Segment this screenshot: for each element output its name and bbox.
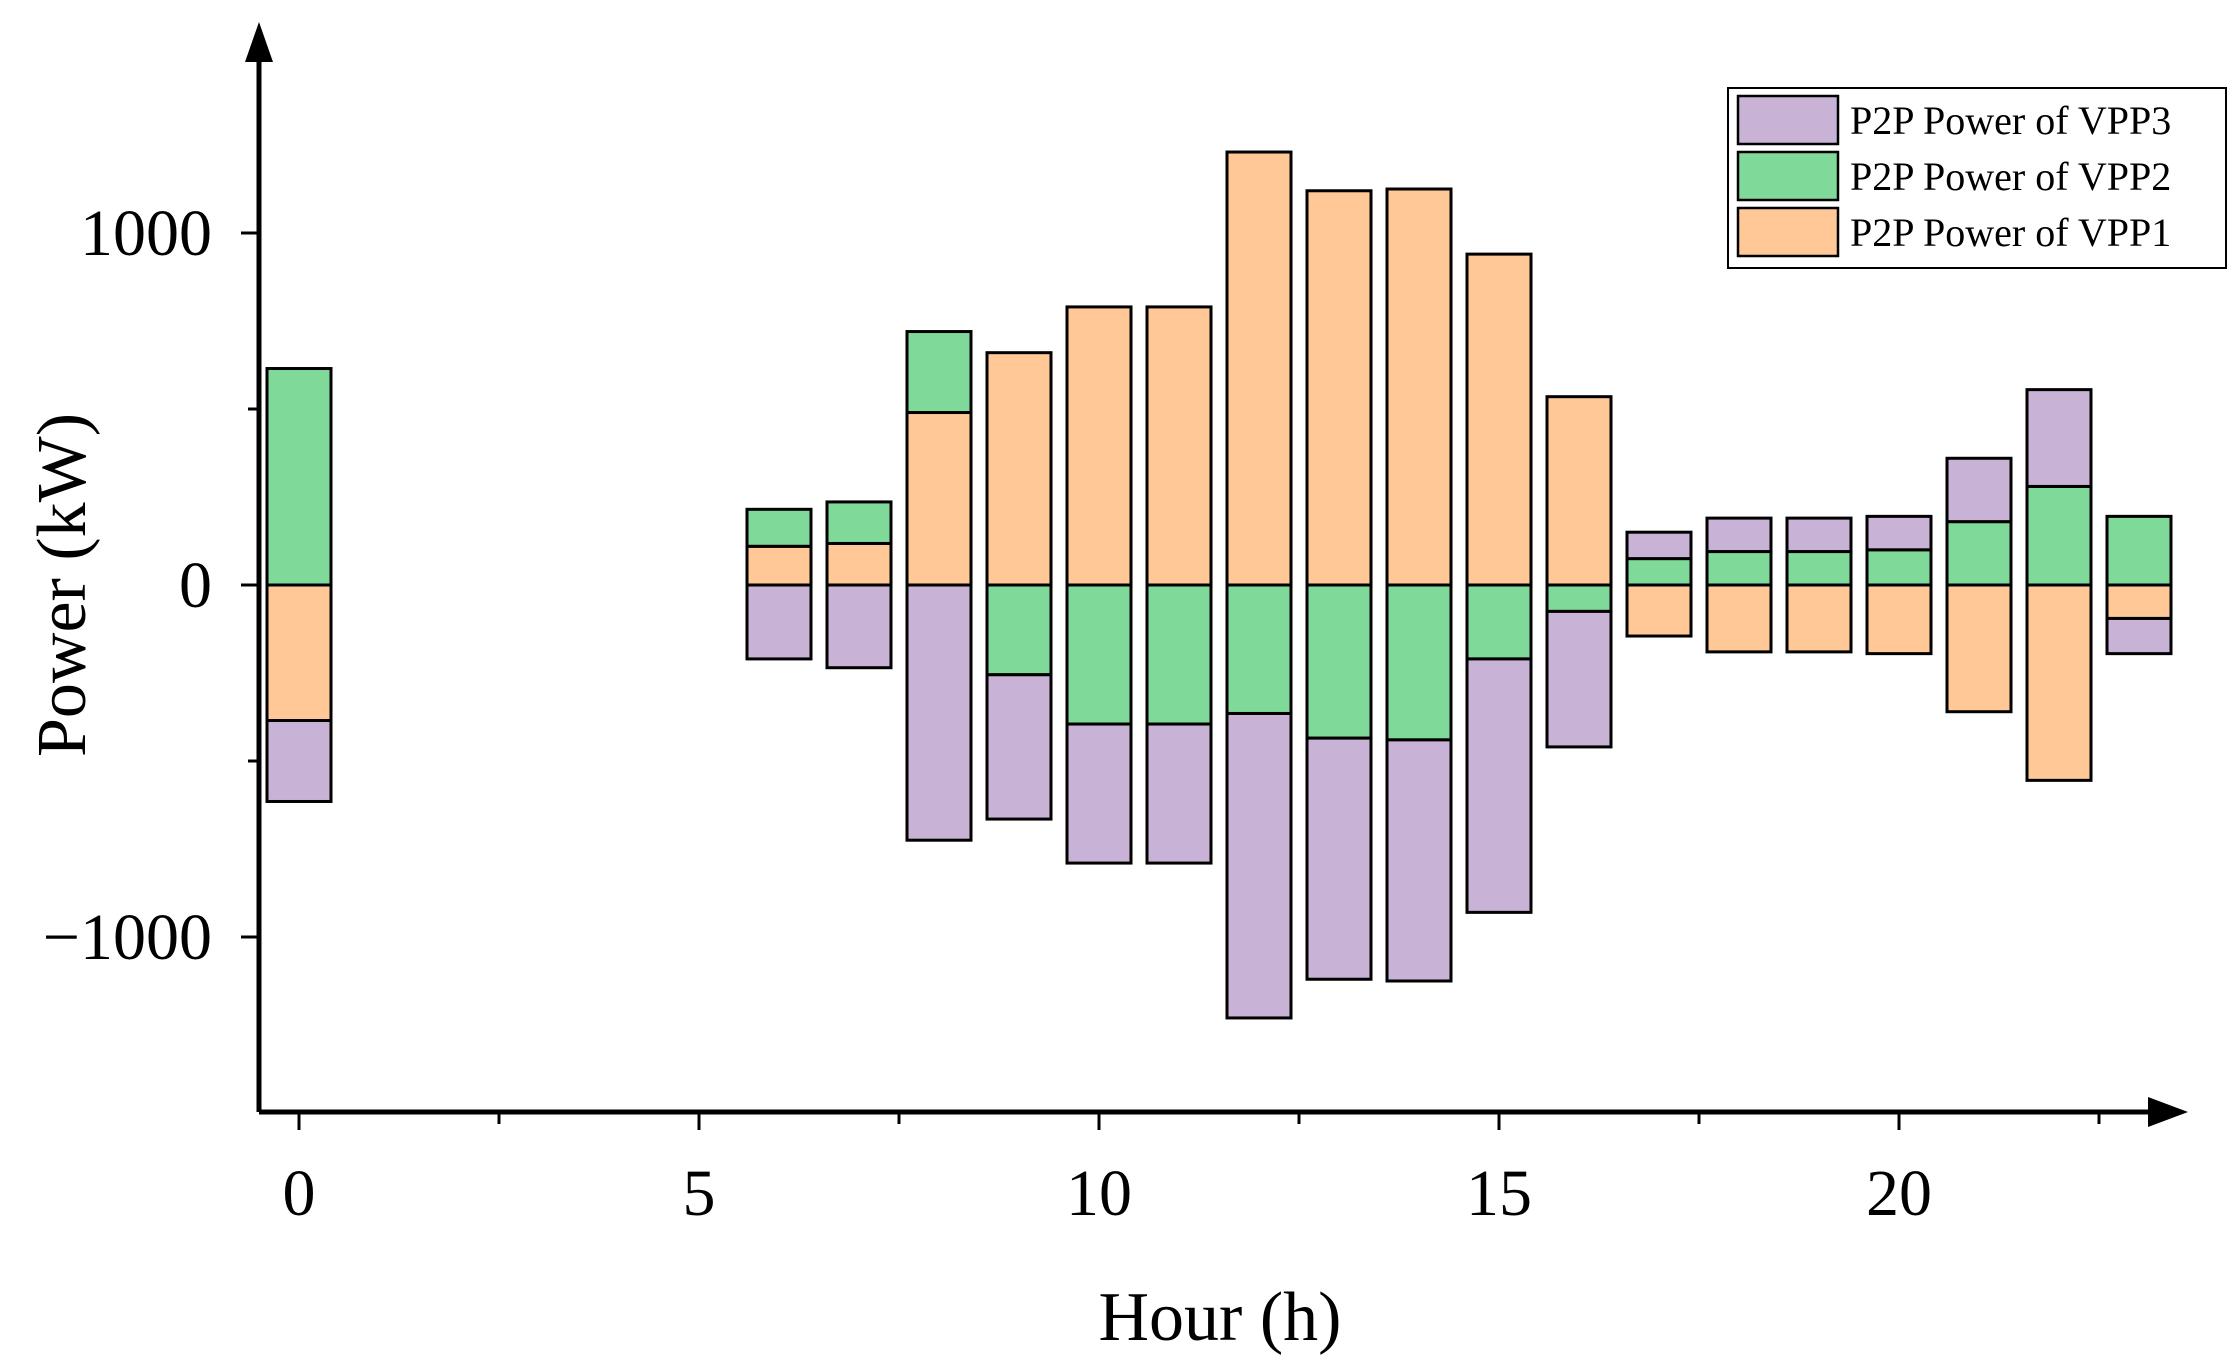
bar-p2p-power-of-vpp3-h8 xyxy=(905,583,973,842)
bar-p2p-power-of-vpp1-h0 xyxy=(265,583,333,723)
bar-p2p-power-of-vpp1-h19 xyxy=(1785,583,1853,654)
x-tick-label: 15 xyxy=(1466,1157,1532,1230)
bar-p2p-power-of-vpp1-h15 xyxy=(1465,252,1533,587)
bar-p2p-power-of-vpp1-h20 xyxy=(1865,583,1933,656)
bars-group xyxy=(265,150,2173,1020)
bar-p2p-power-of-vpp2-h22 xyxy=(2025,484,2093,587)
bar-p2p-power-of-vpp2-h11 xyxy=(1145,583,1213,726)
x-tick-label: 20 xyxy=(1866,1157,1932,1230)
bar-p2p-power-of-vpp1-h13 xyxy=(1305,189,1373,587)
bar-p2p-power-of-vpp1-h14 xyxy=(1385,187,1453,587)
x-axis-title: Hour (h) xyxy=(1099,1279,1342,1356)
bar-p2p-power-of-vpp2-h19 xyxy=(1785,550,1853,587)
legend-label-p2p-power-of-vpp3: P2P Power of VPP3 xyxy=(1850,98,2171,143)
bar-p2p-power-of-vpp2-h14 xyxy=(1385,583,1453,742)
bar-p2p-power-of-vpp1-h11 xyxy=(1145,305,1213,587)
bar-p2p-power-of-vpp1-h18 xyxy=(1705,583,1773,654)
legend: P2P Power of VPP3 P2P Power of VPP2 P2P Po… xyxy=(1727,87,2227,269)
bar-p2p-power-of-vpp3-h0 xyxy=(265,719,333,803)
x-axis-arrow xyxy=(2148,1097,2188,1127)
bar-p2p-power-of-vpp3-h10 xyxy=(1065,722,1133,865)
x-tick-label: 10 xyxy=(1066,1157,1132,1230)
bar-p2p-power-of-vpp3-h9 xyxy=(985,673,1053,821)
legend-swatch-p2p-power-of-vpp1 xyxy=(1736,206,1840,258)
bar-p2p-power-of-vpp2-h21 xyxy=(1945,520,2013,587)
bar-p2p-power-of-vpp3-h22 xyxy=(2025,388,2093,488)
bar-p2p-power-of-vpp2-h10 xyxy=(1065,583,1133,726)
bar-p2p-power-of-vpp3-h17 xyxy=(1625,530,1693,561)
bar-p2p-power-of-vpp1-h22 xyxy=(2025,583,2093,782)
y-axis-arrow xyxy=(245,22,273,62)
legend-label-p2p-power-of-vpp2: P2P Power of VPP2 xyxy=(1850,154,2171,199)
bar-p2p-power-of-vpp2-h7 xyxy=(825,500,893,545)
bar-p2p-power-of-vpp2-h15 xyxy=(1465,583,1533,661)
bar-p2p-power-of-vpp1-h6 xyxy=(745,544,813,587)
bar-p2p-power-of-vpp3-h13 xyxy=(1305,736,1373,981)
y-tick-label: 1000 xyxy=(80,197,212,270)
y-axis-title: Power (kW) xyxy=(24,413,101,757)
legend-swatch-p2p-power-of-vpp2 xyxy=(1736,150,1840,202)
x-tick-label: 0 xyxy=(283,1157,316,1230)
bar-p2p-power-of-vpp3-h16 xyxy=(1545,609,1613,749)
bar-p2p-power-of-vpp2-h6 xyxy=(745,507,813,548)
bar-p2p-power-of-vpp2-h18 xyxy=(1705,550,1773,587)
bar-p2p-power-of-vpp2-h16 xyxy=(1545,583,1613,613)
bar-p2p-power-of-vpp2-h0 xyxy=(265,367,333,587)
bar-p2p-power-of-vpp1-h7 xyxy=(825,541,893,587)
bar-p2p-power-of-vpp3-h19 xyxy=(1785,516,1853,554)
bar-p2p-power-of-vpp3-h15 xyxy=(1465,657,1533,914)
bar-p2p-power-of-vpp1-h21 xyxy=(1945,583,2013,714)
bar-p2p-power-of-vpp3-h21 xyxy=(1945,456,2013,524)
bar-p2p-power-of-vpp1-h8 xyxy=(905,411,973,587)
bar-p2p-power-of-vpp1-h9 xyxy=(985,351,1053,587)
bar-p2p-power-of-vpp2-h17 xyxy=(1625,557,1693,587)
bar-p2p-power-of-vpp3-h12 xyxy=(1225,711,1293,1020)
bar-p2p-power-of-vpp3-h14 xyxy=(1385,738,1453,983)
legend-label-p2p-power-of-vpp1: P2P Power of VPP1 xyxy=(1850,210,2171,255)
bar-p2p-power-of-vpp3-h6 xyxy=(745,583,813,661)
bar-p2p-power-of-vpp1-h23 xyxy=(2105,583,2173,620)
bar-p2p-power-of-vpp2-h12 xyxy=(1225,583,1293,715)
axes-group: 0 5 10 15 20 −1000 0 1000 Hour (h) Power (kW) xyxy=(24,22,2188,1356)
bar-p2p-power-of-vpp3-h23 xyxy=(2105,616,2173,656)
bar-p2p-power-of-vpp2-h20 xyxy=(1865,548,1933,587)
bar-p2p-power-of-vpp3-h7 xyxy=(825,583,893,670)
bar-p2p-power-of-vpp1-h17 xyxy=(1625,583,1693,638)
bar-p2p-power-of-vpp2-h8 xyxy=(905,330,973,415)
x-tick-label: 5 xyxy=(683,1157,716,1230)
bar-p2p-power-of-vpp2-h13 xyxy=(1305,583,1373,740)
legend-swatch-p2p-power-of-vpp3 xyxy=(1736,94,1840,146)
bar-p2p-power-of-vpp3-h18 xyxy=(1705,516,1773,554)
bar-p2p-power-of-vpp3-h20 xyxy=(1865,514,1933,552)
y-tick-label: −1000 xyxy=(43,901,212,974)
bar-p2p-power-of-vpp2-h23 xyxy=(2105,514,2173,587)
bar-p2p-power-of-vpp3-h11 xyxy=(1145,722,1213,865)
bar-p2p-power-of-vpp1-h10 xyxy=(1065,305,1133,587)
bar-p2p-power-of-vpp1-h16 xyxy=(1545,395,1613,587)
bar-p2p-power-of-vpp1-h12 xyxy=(1225,150,1293,587)
y-tick-label: 0 xyxy=(179,549,212,622)
bar-p2p-power-of-vpp2-h9 xyxy=(985,583,1053,677)
